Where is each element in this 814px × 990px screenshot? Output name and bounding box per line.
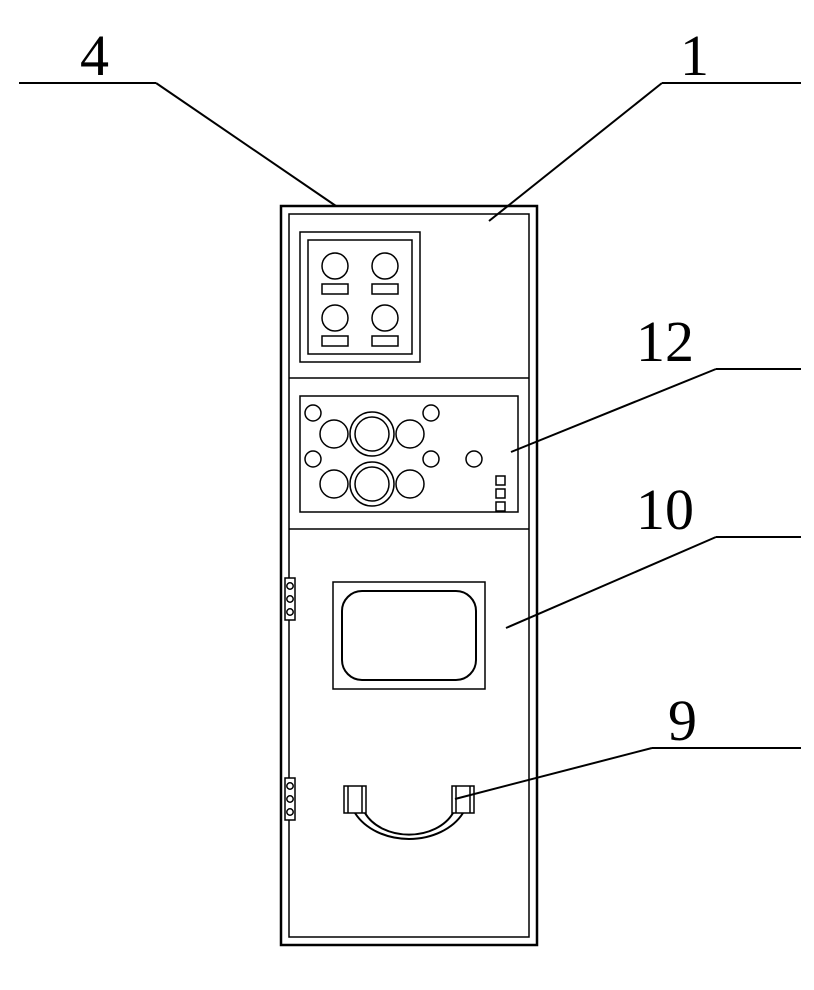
label-text-12: 12: [636, 309, 694, 374]
label-text-10: 10: [636, 477, 694, 542]
label-text-1: 1: [680, 23, 709, 88]
label-text-9: 9: [668, 688, 697, 753]
label-text-4: 4: [80, 23, 109, 88]
